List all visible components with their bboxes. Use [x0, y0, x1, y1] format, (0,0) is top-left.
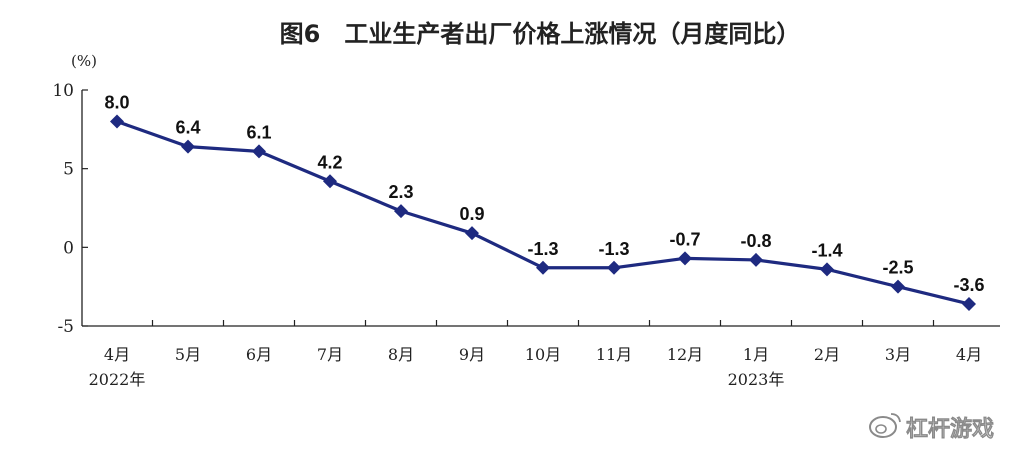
data-label: 8.0 — [104, 92, 129, 112]
x-tick-label: 3月 — [885, 345, 911, 364]
x-tick-label: 1月 — [743, 345, 769, 364]
data-label: -2.5 — [882, 258, 913, 278]
data-label: 6.1 — [246, 122, 271, 142]
weibo-icon — [869, 413, 901, 438]
data-label: -0.7 — [669, 229, 700, 249]
y-tick-label: -5 — [57, 317, 74, 337]
data-point-marker — [252, 144, 266, 159]
data-point-marker — [607, 260, 621, 275]
data-label: -0.8 — [740, 231, 771, 251]
watermark-text: 杠杆游戏 — [906, 416, 994, 442]
data-point-marker — [749, 252, 763, 267]
x-tick-label: 8月 — [388, 345, 414, 364]
data-point-marker — [110, 114, 124, 129]
data-point-marker — [891, 279, 905, 294]
data-point-marker — [536, 260, 550, 275]
data-point-marker — [678, 251, 692, 266]
data-label: 0.9 — [459, 204, 484, 224]
x-tick-label: 4月 — [956, 345, 982, 364]
y-axis-unit-label: (%) — [71, 52, 97, 70]
data-point-marker — [181, 139, 195, 154]
data-point-marker — [323, 174, 337, 189]
x-tick-label: 9月 — [459, 345, 485, 364]
x-tick-label: 7月 — [317, 345, 343, 364]
chart-title: 图6 工业生产者出厂价格上涨情况（月度同比） — [280, 20, 801, 48]
y-axis-ticks: 10 5 0 -5 — [52, 81, 88, 337]
data-label: -1.3 — [527, 239, 558, 259]
data-point-marker — [465, 226, 479, 241]
series-line-group — [116, 119, 970, 306]
data-label: -1.3 — [598, 239, 629, 259]
x-tick-label: 6月 — [246, 345, 272, 364]
data-points — [110, 114, 976, 311]
y-tick-label: 10 — [52, 81, 74, 101]
chart-axes — [81, 90, 1000, 327]
data-label: 2.3 — [388, 182, 413, 202]
y-tick-label: 0 — [63, 238, 74, 258]
x-tick-label: 10月 — [525, 345, 561, 364]
data-label: 6.4 — [175, 118, 200, 138]
x-tick-label: 12月 — [667, 345, 703, 364]
x-axis-ticks: 4月 2022年 5月 6月 7月 8月 9月 10月 11月 12月 1月 2023年 2月 3月 4月 — [89, 320, 982, 389]
x-year-label: 2023年 — [728, 370, 785, 389]
watermark: 杠杆游戏 — [869, 413, 994, 442]
data-point-marker — [962, 296, 976, 311]
x-tick-label: 5月 — [175, 345, 201, 364]
data-point-marker — [394, 204, 408, 219]
series-line — [116, 119, 970, 306]
data-label: -3.6 — [953, 275, 984, 295]
x-tick-label: 2月 — [814, 345, 840, 364]
data-point-marker — [820, 262, 834, 277]
x-tick-label: 4月 — [104, 345, 130, 364]
data-labels: 8.0 6.4 6.1 4.2 2.3 0.9 -1.3 -1.3 -0.7 -0.8 -1.4 -2… — [104, 92, 984, 295]
data-label: 4.2 — [317, 152, 342, 172]
data-label: -1.4 — [811, 240, 842, 260]
y-tick-label: 5 — [63, 160, 74, 180]
x-year-label: 2022年 — [89, 370, 146, 389]
x-tick-label: 11月 — [596, 345, 632, 364]
